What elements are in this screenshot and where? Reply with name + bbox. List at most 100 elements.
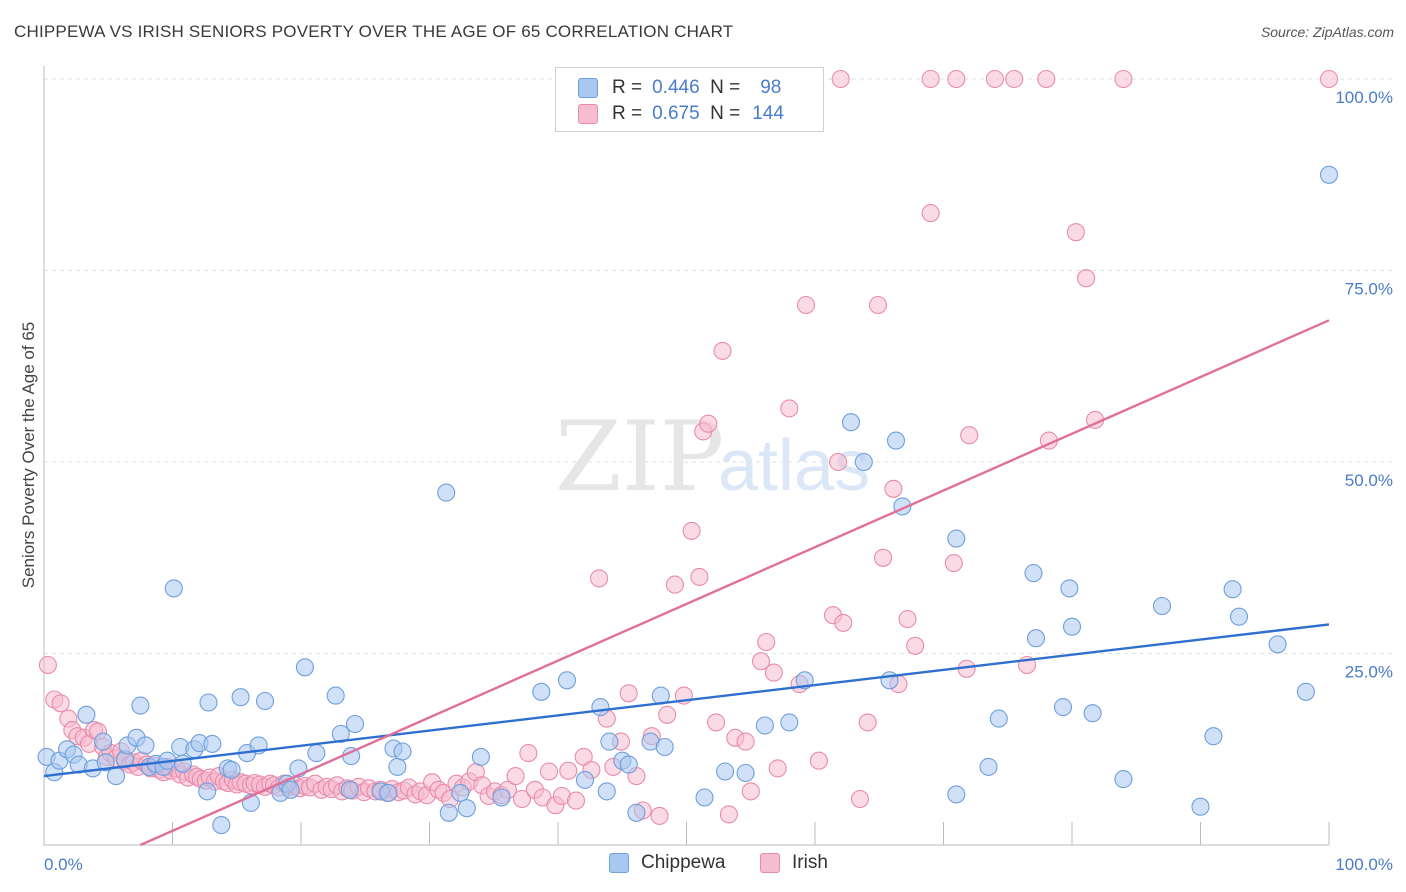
chippewa-point [451,783,470,802]
irish-point [713,341,732,360]
chippewa-point [203,734,222,753]
chippewa-point [1319,165,1339,184]
irish-point [650,806,669,825]
chippewa-point [307,744,326,763]
chippewa-point [716,762,735,781]
chippewa-point [340,780,359,799]
chippewa-point [492,788,511,807]
irish-swatch [578,104,598,124]
irish-point [566,791,586,810]
watermark-zip: ZIP [555,401,724,513]
chippewa-point [106,767,126,786]
irish-point [947,69,966,89]
n-value: 144 [752,103,784,124]
chippewa-points [37,165,1339,835]
chippewa-point [379,783,398,802]
chippewa-point [795,671,814,690]
irish-point [539,762,559,781]
chippewa-point [1062,617,1082,636]
chippewa-point [1268,635,1287,654]
chippewa-point [198,782,217,801]
irish-point [868,295,888,315]
chippewa-point [281,780,300,799]
legend-item-irish: Irish [760,852,828,874]
irish-point [699,414,718,433]
irish-point [751,652,771,671]
chippewa-swatch [578,78,598,98]
chippewa-point [212,816,231,835]
irish-point [921,69,940,89]
r-value: 0.675 [652,103,700,124]
chippewa-point [393,742,412,761]
irish-point [658,705,677,724]
trend-lines [43,319,1330,847]
irish-point [665,575,684,594]
chippewa-point [1223,580,1242,599]
irish-point [719,805,738,824]
n-value: 98 [760,77,782,98]
irish-point [707,713,726,732]
chippewa-point [947,529,966,548]
chippewa-point [979,757,998,776]
axes [43,66,1330,846]
irish-point [921,204,940,223]
chippewa-point [557,671,577,690]
chippewa-point [388,757,407,776]
irish-point [829,452,848,472]
irish-point [834,613,853,632]
chippewa-point [439,803,458,822]
chippewa-point [131,696,150,715]
y-tick-label: 100.0% [1335,88,1393,107]
chippewa-point [1083,704,1102,723]
legend-label-irish: Irish [792,852,828,873]
r-label: R = [612,77,643,98]
irish-point [858,713,877,732]
source-label: Source: ZipAtlas.com [1260,24,1394,40]
chippewa-point [655,737,674,757]
chippewa-point [880,671,899,690]
irish-point [985,69,1004,89]
chippewa-point [1191,797,1210,816]
chippewa-point [600,732,619,751]
legend-label-chippewa: Chippewa [641,852,726,873]
chippewa-point [695,788,714,807]
chippewa-point [627,803,646,822]
chippewa-point [1229,607,1249,626]
irish-point [736,732,755,751]
chippewa-point [841,413,861,432]
irish-point [796,295,816,315]
irish-point [757,632,776,652]
grid-lines [44,78,1395,654]
chippewa-point [345,714,365,734]
zipatlas-watermark: ZIP atlas [555,401,870,513]
x-tick-label: 100.0% [1335,855,1393,874]
legend-item-chippewa: Chippewa [609,852,726,874]
irish-trend-line [139,319,1330,847]
chippewa-point [199,693,218,712]
chippewa-point [1204,727,1223,746]
watermark-atlas: atlas [718,426,870,506]
r-value: 0.446 [652,77,700,98]
tick-labels: 25.0% 50.0% 75.0% 100.0% 0.0% 100.0% [44,88,1393,874]
chippewa-point [136,736,155,755]
chippewa-point [947,785,966,804]
chippewa-point [222,760,241,779]
irish-point [619,684,638,703]
irish-point [884,479,903,498]
irish-point [780,399,799,418]
irish-point [809,751,828,770]
irish-point [559,761,578,780]
irish-point [1319,69,1339,89]
chippewa-point [331,724,350,743]
irish-point [1037,69,1056,89]
irish-point [850,789,870,809]
chippewa-point [1026,629,1046,648]
irish-point [1005,69,1024,89]
chippewa-point [295,658,314,677]
chippewa-point [457,799,476,818]
chippewa-point [1296,682,1315,701]
chippewa-point [96,753,115,772]
irish-point [1114,69,1133,89]
legend-row-irish: R = 0.675 N = 144 [578,101,784,127]
irish-point [768,759,787,778]
